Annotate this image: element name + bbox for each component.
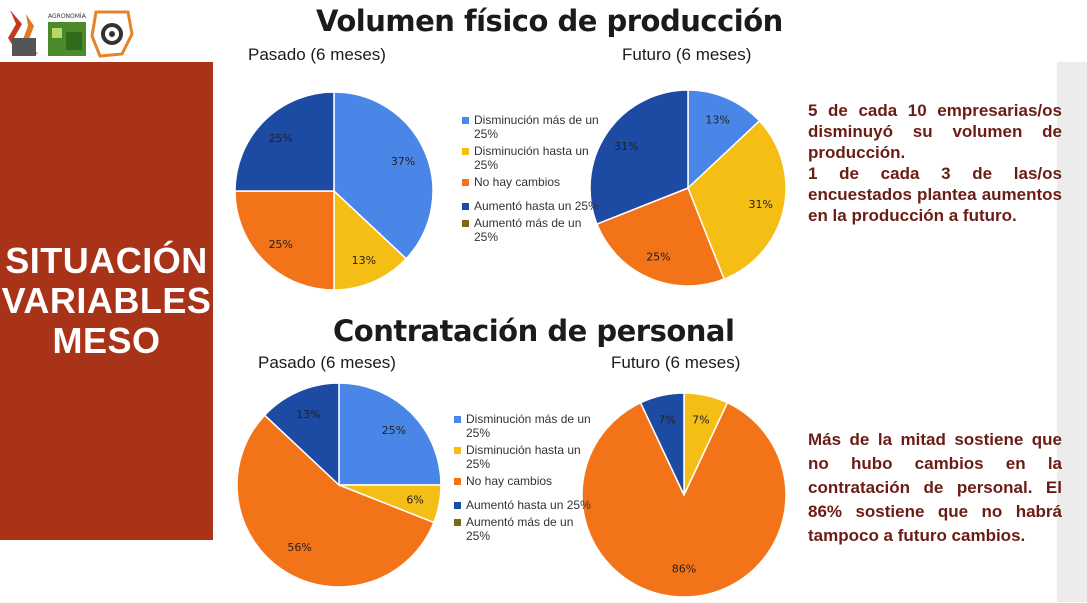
pie-slice-production-past-3	[234, 91, 335, 192]
pie-slice-production-future-3	[589, 89, 689, 226]
band-title-line-3: MESO	[52, 320, 161, 361]
legend-swatch	[454, 478, 461, 485]
legend-swatch	[462, 203, 469, 210]
right-edge-strip	[1057, 62, 1087, 602]
legend-label: Disminución hasta un 25%	[474, 144, 589, 172]
legend-swatch	[454, 447, 461, 454]
pie-slice-personnel-future-2	[581, 401, 787, 598]
legend-item-1-2: No hay cambios	[454, 474, 594, 488]
legend-production: Disminución más de un 25% Disminución has…	[462, 113, 602, 247]
legend-item-0-1: Disminución hasta un 25%	[462, 144, 602, 172]
pie-slice-personnel-past-3	[263, 382, 340, 487]
production-note-p2: 1 de cada 3 de las/os encuestados plante…	[808, 164, 1062, 225]
band-title: SITUACIÓN VARIABLES MESO	[2, 241, 212, 361]
section-band: SITUACIÓN VARIABLES MESO	[0, 62, 213, 540]
pie-label-production-past-3: 25%	[269, 132, 293, 145]
pie-label-production-past-1: 13%	[352, 254, 376, 267]
pie-slice-production-future-0	[687, 89, 761, 190]
legend-swatch	[462, 117, 469, 124]
legend-item-0-2: No hay cambios	[462, 175, 602, 189]
personnel-section-title: Contratación de personal	[333, 314, 735, 348]
pie-label-personnel-past-3: 13%	[296, 408, 320, 421]
legend-label: Aumentó más de un 25%	[474, 216, 582, 244]
legend-swatch	[454, 502, 461, 509]
legend-item-1-4: Aumentó más de un 25%	[454, 515, 594, 543]
pie-label-personnel-past-2: 56%	[287, 541, 311, 554]
legend-label: Disminución más de un 25%	[466, 412, 591, 440]
pie-slice-personnel-future-3	[639, 392, 685, 496]
pie-slice-production-future-2	[595, 187, 726, 287]
pie-slice-personnel-past-0	[338, 382, 442, 486]
legend-label: No hay cambios	[474, 175, 561, 189]
chart-2-title: Futuro (6 meses)	[622, 45, 752, 64]
chart-4-title: Futuro (6 meses)	[611, 353, 741, 372]
legend-swatch	[454, 519, 461, 526]
university-logo	[4, 4, 44, 58]
pie-slice-personnel-past-2	[236, 414, 435, 588]
legend-personnel: Disminución más de un 25% Disminución has…	[454, 412, 594, 546]
institution-logos: AGRONOMÍA	[4, 4, 134, 60]
pie-label-personnel-future-2: 86%	[672, 562, 696, 575]
legend-label: Aumentó más de un 25%	[466, 515, 574, 543]
band-title-line-2: VARIABLES	[1, 280, 212, 321]
legend-swatch	[462, 220, 469, 227]
legend-label: Disminución más de un 25%	[474, 113, 599, 141]
legend-label: Aumentó hasta un 25%	[466, 498, 591, 512]
pie-label-production-past-0: 37%	[391, 155, 415, 168]
legend-item-0-3: Aumentó hasta un 25%	[462, 199, 602, 213]
legend-swatch	[454, 416, 461, 423]
personnel-note-p1: Más de la mitad sostiene que no hubo cam…	[808, 430, 1062, 545]
pie-label-production-past-2: 25%	[269, 238, 293, 251]
pie-slice-production-future-1	[687, 119, 787, 281]
pie-label-personnel-past-0: 25%	[382, 424, 406, 437]
production-note: 5 de cada 10 empresarias/os disminuyó su…	[808, 100, 1062, 226]
production-note-p1: 5 de cada 10 empresarias/os disminuyó su…	[808, 101, 1062, 162]
pie-slice-production-past-2	[234, 190, 335, 291]
pie-label-personnel-future-1: 7%	[692, 413, 709, 426]
band-title-line-1: SITUACIÓN	[5, 240, 208, 281]
pie-label-personnel-future-3: 7%	[658, 413, 675, 426]
chart-1-title: Pasado (6 meses)	[248, 45, 386, 64]
svg-text:AGRONOMÍA: AGRONOMÍA	[48, 13, 87, 20]
legend-item-1-1: Disminución hasta un 25%	[454, 443, 594, 471]
legend-label: Disminución hasta un 25%	[466, 443, 581, 471]
pie-label-production-future-1: 31%	[748, 198, 772, 211]
chart-3-title: Pasado (6 meses)	[258, 353, 396, 372]
pie-slice-production-past-0	[333, 91, 434, 260]
pie-slice-production-past-1	[333, 189, 408, 291]
pie-label-production-future-0: 13%	[705, 114, 729, 127]
production-section-title: Volumen físico de producción	[316, 4, 783, 38]
pie-label-personnel-past-1: 6%	[406, 494, 423, 507]
legend-item-1-3: Aumentó hasta un 25%	[454, 498, 594, 512]
pie-label-production-future-3: 31%	[614, 140, 638, 153]
legend-label: No hay cambios	[466, 474, 553, 488]
legend-swatch	[462, 148, 469, 155]
pie-label-production-future-2: 25%	[646, 250, 670, 263]
legend-item-1-0: Disminución más de un 25%	[454, 412, 594, 440]
legend-label: Aumentó hasta un 25%	[474, 199, 599, 213]
legend-swatch	[462, 179, 469, 186]
gear-logo	[90, 10, 134, 58]
agronomia-logo: AGRONOMÍA	[48, 13, 87, 56]
legend-item-0-0: Disminución más de un 25%	[462, 113, 602, 141]
personnel-note: Más de la mitad sostiene que no hubo cam…	[808, 428, 1062, 548]
legend-item-0-4: Aumentó más de un 25%	[462, 216, 602, 244]
